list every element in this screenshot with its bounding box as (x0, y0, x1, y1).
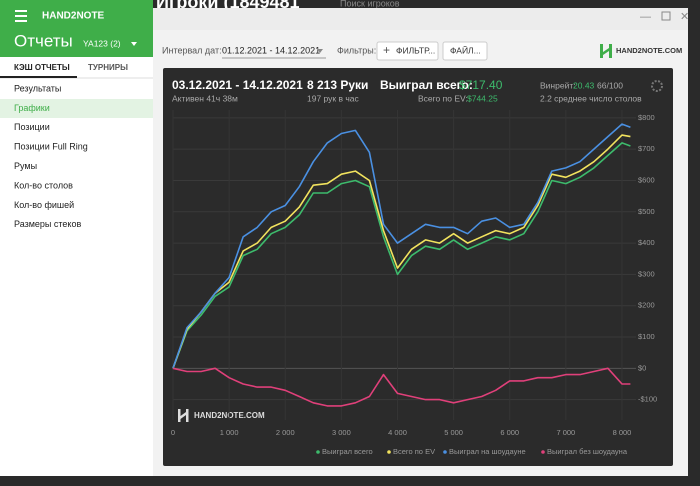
x-tick-label: 8 000 (613, 428, 632, 437)
menu-button[interactable] (15, 10, 27, 22)
x-tick-label: 2 000 (276, 428, 295, 437)
menu-item[interactable]: Кол-во фишей (14, 200, 74, 210)
logo-icon (600, 44, 612, 58)
legend-marker (541, 450, 545, 454)
x-tick-label: 7 000 (556, 428, 575, 437)
sidebar (0, 57, 153, 476)
menu-item[interactable]: Румы (14, 161, 37, 171)
x-tick-label: 1 000 (220, 428, 239, 437)
series-line (172, 123, 631, 369)
logo: HAND2NOTE.COM (616, 46, 682, 55)
filters-label: Фильтры: (337, 45, 376, 55)
stat-winrate-unit: 66/100 (597, 80, 623, 90)
legend-marker (443, 450, 447, 454)
menu-item[interactable]: Графики (14, 103, 50, 113)
y-tick-label: $800 (638, 113, 655, 122)
x-tick-label: 6 000 (500, 428, 519, 437)
legend-label: Выиграл без шоудауна (547, 447, 628, 456)
stat-hands-per-hour: 197 рук в час (307, 93, 360, 103)
x-tick-label: 4 000 (388, 428, 407, 437)
stat-hands: 8 213 Руки (307, 78, 368, 92)
y-tick-label: $100 (638, 332, 655, 341)
series-line (172, 134, 631, 369)
sidebar-header (0, 0, 153, 57)
settings-icon[interactable] (651, 80, 663, 92)
stat-winrate-label: Винрейт: (540, 80, 576, 90)
sidebar-title: Отчеты (14, 31, 73, 50)
menu-item[interactable]: Кол-во столов (14, 180, 73, 190)
filter-button-label: ФИЛЬТР... (396, 45, 435, 55)
y-tick-label: $500 (638, 207, 655, 216)
file-button-label: ФАЙЛ... (450, 44, 481, 55)
legend-marker (316, 450, 320, 454)
y-tick-label: $200 (638, 301, 655, 310)
y-tick-label: $400 (638, 238, 655, 247)
menu-item[interactable]: Позиции Full Ring (14, 142, 88, 152)
maximize-button[interactable] (661, 11, 671, 21)
title-bar (153, 8, 688, 30)
legend-marker (387, 450, 391, 454)
date-label: Интервал дат: (162, 45, 222, 55)
tab[interactable]: ТУРНИРЫ (88, 63, 128, 72)
y-tick-label: -$100 (638, 395, 657, 404)
date-caret (317, 49, 323, 53)
plus-icon: + (383, 43, 390, 57)
menu-item[interactable]: Результаты (14, 83, 61, 93)
y-tick-label: $700 (638, 144, 655, 153)
app-name: HAND2NOTE (42, 11, 105, 22)
series-line (172, 367, 631, 407)
minimize-button[interactable]: — (640, 11, 651, 23)
x-tick-label: 5 000 (444, 428, 463, 437)
x-tick-label: 0 (171, 428, 175, 437)
close-button[interactable]: ✕ (680, 11, 689, 23)
tab[interactable]: КЭШ ОТЧЕТЫ (14, 63, 70, 72)
active-item-highlight (0, 99, 153, 118)
file-button[interactable] (442, 41, 488, 61)
stat-won-label: Выиграл всего: (380, 78, 473, 92)
stat-period: 03.12.2021 - 14.12.2021 (172, 78, 303, 92)
legend-label: Всего по EV (393, 447, 435, 456)
menu-item[interactable]: Позиции (14, 122, 50, 132)
account-caret (131, 42, 137, 46)
chart-panel (163, 68, 673, 466)
background-search: Поиск игроков (340, 0, 400, 8)
stat-winrate-value: 20.43 (573, 80, 595, 90)
stat-ev-label: Всего по EV: (418, 93, 468, 103)
y-tick-label: $300 (638, 269, 655, 278)
background-title: Игроки (1849481 (156, 0, 300, 12)
y-tick-label: $0 (638, 363, 646, 372)
date-range[interactable]: 01.12.2021 - 14.12.2021 (222, 45, 320, 55)
x-tick-label: 3 000 (332, 428, 351, 437)
stat-ev-value: $744.25 (467, 93, 498, 103)
legend-label: Выиграл всего (322, 447, 373, 456)
menu-item[interactable]: Размеры стеков (14, 219, 81, 229)
account-select[interactable]: YA123 (2) (83, 38, 121, 48)
stat-won-value: $717.40 (459, 78, 503, 92)
stat-tables: 2.2 среднее число столов (540, 93, 642, 103)
legend-label: Выиграл на шоудауне (449, 447, 526, 456)
watermark-icon (178, 409, 189, 422)
filter-button[interactable] (376, 41, 439, 61)
series-line (172, 142, 631, 369)
stat-active: Активен 41ч 38м (172, 93, 238, 103)
y-tick-label: $600 (638, 175, 655, 184)
